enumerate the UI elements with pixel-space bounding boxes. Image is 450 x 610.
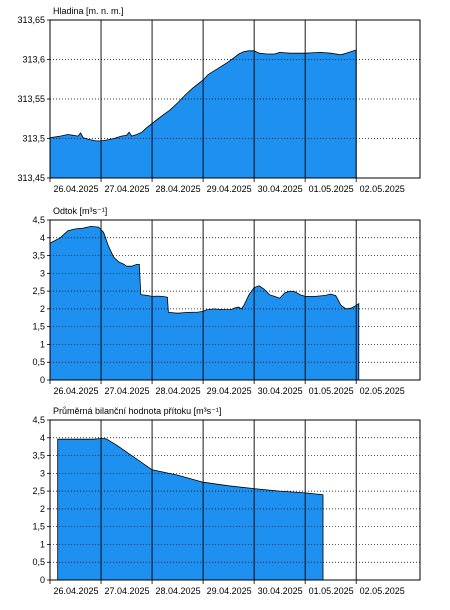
y-tick-label: 4,5	[32, 215, 45, 225]
y-tick-label: 0,5	[32, 557, 45, 567]
y-tick-label: 0	[40, 575, 45, 585]
x-tick-label: 26.04.2025	[53, 184, 98, 194]
x-tick-label: 27.04.2025	[105, 586, 150, 596]
series-area	[57, 438, 324, 581]
panel-mean-inflow: Průměrná bilanční hodnota přítoku [m³s⁻¹…	[32, 406, 421, 596]
panel-title: Průměrná bilanční hodnota přítoku [m³s⁻¹…	[53, 406, 221, 416]
x-tick-label: 29.04.2025	[207, 184, 252, 194]
x-tick-label: 30.04.2025	[258, 586, 303, 596]
x-tick-label: 26.04.2025	[53, 386, 98, 396]
y-tick-label: 3,5	[32, 251, 45, 261]
x-tick-label: 29.04.2025	[207, 386, 252, 396]
x-tick-label: 02.05.2025	[360, 586, 405, 596]
y-tick-label: 4	[40, 233, 45, 243]
y-tick-label: 3,5	[32, 451, 45, 461]
series-area	[49, 225, 360, 381]
x-tick-label: 27.04.2025	[105, 386, 150, 396]
panel-outflow: Odtok [m³s⁻¹] 4,5 4 3,5 3 2,5 2 1,5 1 0,5 0 26.04.…	[32, 206, 421, 396]
y-tick-label: 1	[40, 339, 45, 349]
plot-frame	[49, 219, 421, 381]
x-tick-label: 01.05.2025	[309, 184, 354, 194]
x-tick-label: 30.04.2025	[258, 184, 303, 194]
y-tick-label: 313,65	[17, 15, 45, 25]
plot-frame	[49, 419, 421, 581]
x-tick-label: 29.04.2025	[207, 586, 252, 596]
panel-title: Odtok [m³s⁻¹]	[53, 206, 107, 216]
x-tick-label: 30.04.2025	[258, 386, 303, 396]
y-tick-label: 2,5	[32, 486, 45, 496]
x-tick-label: 02.05.2025	[360, 386, 405, 396]
x-tick-label: 26.04.2025	[53, 586, 98, 596]
y-tick-label: 4,5	[32, 415, 45, 425]
x-tick-label: 27.04.2025	[105, 184, 150, 194]
plot-frame	[49, 19, 421, 179]
y-tick-label: 0,5	[32, 357, 45, 367]
x-tick-label: 01.05.2025	[309, 586, 354, 596]
y-tick-label: 1	[40, 539, 45, 549]
y-tick-label: 0	[40, 375, 45, 385]
y-tick-label: 2	[40, 304, 45, 314]
y-tick-label: 3	[40, 468, 45, 478]
x-tick-label: 28.04.2025	[156, 386, 201, 396]
y-tick-label: 4	[40, 433, 45, 443]
y-tick-label: 313,5	[22, 134, 45, 144]
y-tick-label: 1,5	[32, 522, 45, 532]
y-tick-label: 2	[40, 504, 45, 514]
y-tick-label: 2,5	[32, 286, 45, 296]
y-tick-label: 1,5	[32, 322, 45, 332]
panel-title: Hladina [m. n. m.]	[53, 6, 124, 16]
y-tick-label: 313,45	[17, 173, 45, 183]
x-tick-label: 28.04.2025	[156, 184, 201, 194]
panel-water-level: Hladina [m. n. m.] 313,65 313,6 313,55 313,…	[17, 6, 421, 194]
y-tick-label: 313,6	[22, 55, 45, 65]
y-tick-label: 313,55	[17, 94, 45, 104]
x-tick-label: 02.05.2025	[360, 184, 405, 194]
x-tick-label: 28.04.2025	[156, 586, 201, 596]
y-tick-label: 3	[40, 268, 45, 278]
x-tick-label: 01.05.2025	[309, 386, 354, 396]
